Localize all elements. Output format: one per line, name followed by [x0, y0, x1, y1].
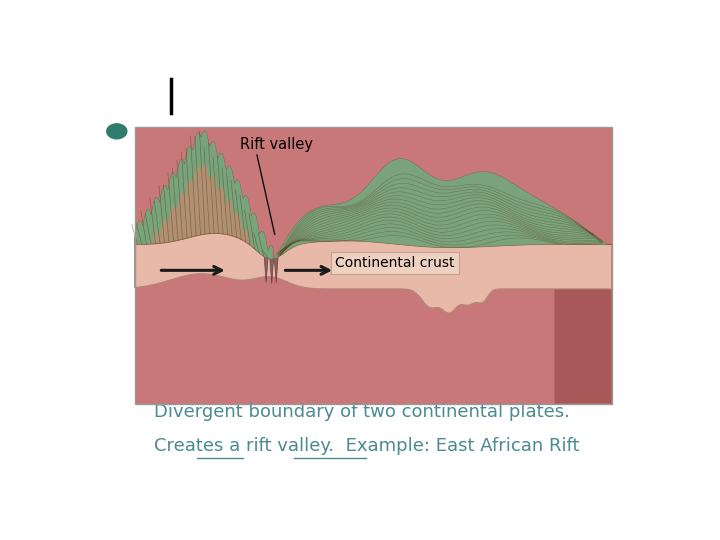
Circle shape: [107, 124, 127, 139]
Polygon shape: [270, 259, 274, 284]
Text: Rift valley: Rift valley: [240, 137, 312, 152]
Bar: [135, 127, 612, 404]
Polygon shape: [135, 131, 273, 259]
Text: Creates a rift valley.  Example: East African Rift: Creates a rift valley. Example: East Afr…: [154, 437, 580, 456]
Bar: [135, 127, 612, 404]
Text: Continental crust: Continental crust: [335, 256, 454, 270]
Text: Divergent boundary of two continental plates.: Divergent boundary of two continental pl…: [154, 403, 570, 421]
Polygon shape: [135, 131, 273, 259]
Polygon shape: [135, 233, 612, 313]
Polygon shape: [554, 261, 612, 404]
Polygon shape: [273, 159, 612, 259]
Polygon shape: [264, 258, 268, 282]
Polygon shape: [274, 258, 278, 282]
Polygon shape: [273, 159, 612, 259]
